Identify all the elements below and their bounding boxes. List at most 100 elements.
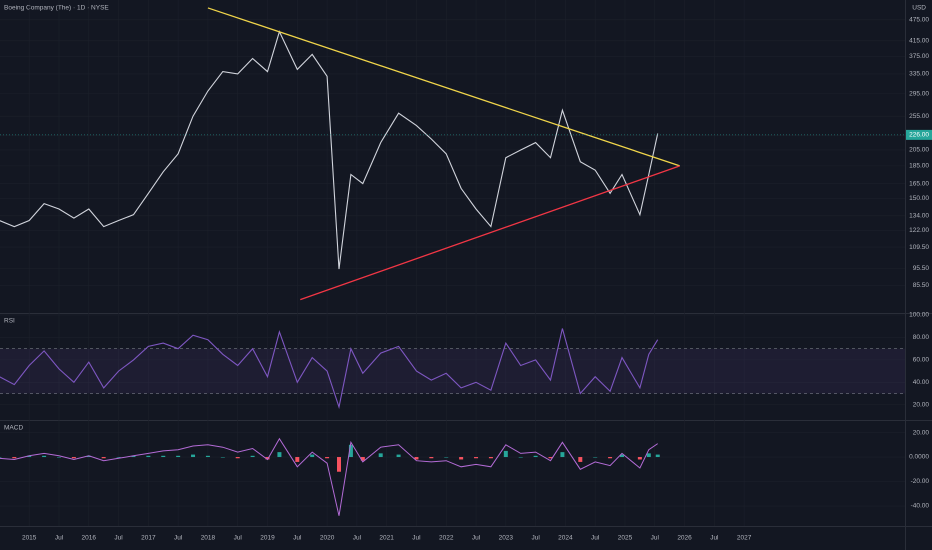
x-tick-label: 2023 xyxy=(499,535,514,542)
x-tick-label: Jul xyxy=(293,535,302,542)
y-tick-label: 150.00 xyxy=(909,195,929,202)
histogram-bar xyxy=(235,457,240,459)
histogram-bar xyxy=(101,457,106,459)
histogram-bar xyxy=(220,457,225,458)
last-price-label: 226.00 xyxy=(909,132,929,139)
trend-line xyxy=(300,165,681,301)
y-tick-label: 415.00 xyxy=(909,37,929,44)
y-tick-label: 375.00 xyxy=(909,53,929,60)
histogram-bar xyxy=(620,454,625,458)
histogram-bar xyxy=(295,457,300,462)
last-price-tag xyxy=(906,129,932,140)
y-tick-label: 100.00 xyxy=(909,312,929,319)
histogram-bar xyxy=(161,455,166,458)
y-tick-label: 95.50 xyxy=(913,265,930,272)
x-tick-label: 2022 xyxy=(439,535,454,542)
x-tick-label: 2015 xyxy=(22,535,37,542)
y-tick-label: 335.00 xyxy=(909,71,929,78)
histogram-bar xyxy=(429,457,434,459)
x-tick-label: 2024 xyxy=(558,535,573,542)
x-tick-label: Jul xyxy=(591,535,600,542)
x-tick-label: Jul xyxy=(55,535,64,542)
histogram-bar xyxy=(42,455,47,458)
x-tick-label: Jul xyxy=(472,535,481,542)
histogram-bar xyxy=(488,457,493,459)
rsi-band xyxy=(0,348,905,394)
histogram-bar xyxy=(646,453,651,458)
histogram-bar xyxy=(560,452,565,458)
x-tick-label: Jul xyxy=(531,535,540,542)
y-tick-label: 205.00 xyxy=(909,147,929,154)
histogram-bar xyxy=(250,455,255,458)
x-tick-label: 2020 xyxy=(320,535,335,542)
x-tick-label: 2021 xyxy=(379,535,394,542)
histogram-bar xyxy=(0,457,2,458)
x-tick-label: Jul xyxy=(710,535,719,542)
histogram-bar xyxy=(503,450,508,458)
pane-title: MACD xyxy=(4,425,23,432)
y-tick-label: 185.00 xyxy=(909,163,929,170)
y-tick-label: -40.00 xyxy=(911,503,930,510)
histogram-bar xyxy=(378,453,383,458)
histogram-bar xyxy=(474,457,479,459)
histogram-bar xyxy=(655,454,660,458)
histogram-bar xyxy=(608,457,613,459)
y-tick-label: 20.00 xyxy=(913,401,930,408)
y-tick-label: -20.00 xyxy=(911,478,930,485)
histogram-bar xyxy=(396,454,401,458)
y-tick-label: 122.00 xyxy=(909,227,929,234)
x-tick-label: 2018 xyxy=(201,535,216,542)
macd-line xyxy=(0,437,658,516)
histogram-bar xyxy=(459,457,464,460)
histogram-bar xyxy=(444,457,449,458)
histogram-bar xyxy=(146,455,151,458)
y-tick-label: 20.00 xyxy=(913,429,930,436)
x-tick-label: 2027 xyxy=(737,535,752,542)
histogram-bar xyxy=(533,455,538,458)
histogram-bar xyxy=(325,457,330,459)
y-tick-label: 0.0000 xyxy=(909,454,929,461)
x-tick-label: 2016 xyxy=(82,535,97,542)
x-tick-label: 2026 xyxy=(677,535,692,542)
x-tick-label: 2017 xyxy=(141,535,156,542)
histogram-bar xyxy=(265,457,270,460)
x-tick-label: Jul xyxy=(651,535,660,542)
x-tick-label: Jul xyxy=(234,535,243,542)
histogram-bar xyxy=(176,455,181,458)
x-tick-label: Jul xyxy=(114,535,123,542)
histogram-bar xyxy=(131,455,136,458)
y-tick-label: 295.00 xyxy=(909,90,929,97)
pane-title: RSI xyxy=(4,318,15,325)
histogram-bar xyxy=(56,457,61,458)
x-tick-label: Jul xyxy=(174,535,183,542)
currency: USD xyxy=(912,5,926,12)
y-tick-label: 475.00 xyxy=(909,17,929,24)
x-tick-label: Jul xyxy=(353,535,362,542)
histogram-bar xyxy=(310,454,315,458)
y-tick-label: 85.50 xyxy=(913,282,930,289)
x-tick-label: 2025 xyxy=(618,535,633,542)
histogram-bar xyxy=(548,457,553,459)
price-line xyxy=(0,328,659,410)
y-tick-label: 255.00 xyxy=(909,113,929,120)
y-tick-label: 80.00 xyxy=(913,334,930,341)
histogram-bar xyxy=(578,457,583,462)
y-tick-label: 40.00 xyxy=(913,379,930,386)
histogram-bar xyxy=(414,457,419,460)
y-tick-label: 134.00 xyxy=(909,213,929,220)
trend-line xyxy=(207,7,680,167)
histogram-bar xyxy=(360,457,365,461)
histogram-bar xyxy=(205,455,210,458)
y-tick-label: 165.00 xyxy=(909,180,929,187)
y-tick-label: 60.00 xyxy=(913,357,930,364)
histogram-bar xyxy=(637,457,642,460)
x-tick-label: 2019 xyxy=(260,535,275,542)
histogram-bar xyxy=(71,457,76,459)
histogram-bar xyxy=(191,454,196,458)
histogram-bar xyxy=(12,457,17,459)
histogram-bar xyxy=(337,457,342,472)
y-tick-label: 109.50 xyxy=(909,244,929,251)
histogram-bar xyxy=(348,444,353,458)
